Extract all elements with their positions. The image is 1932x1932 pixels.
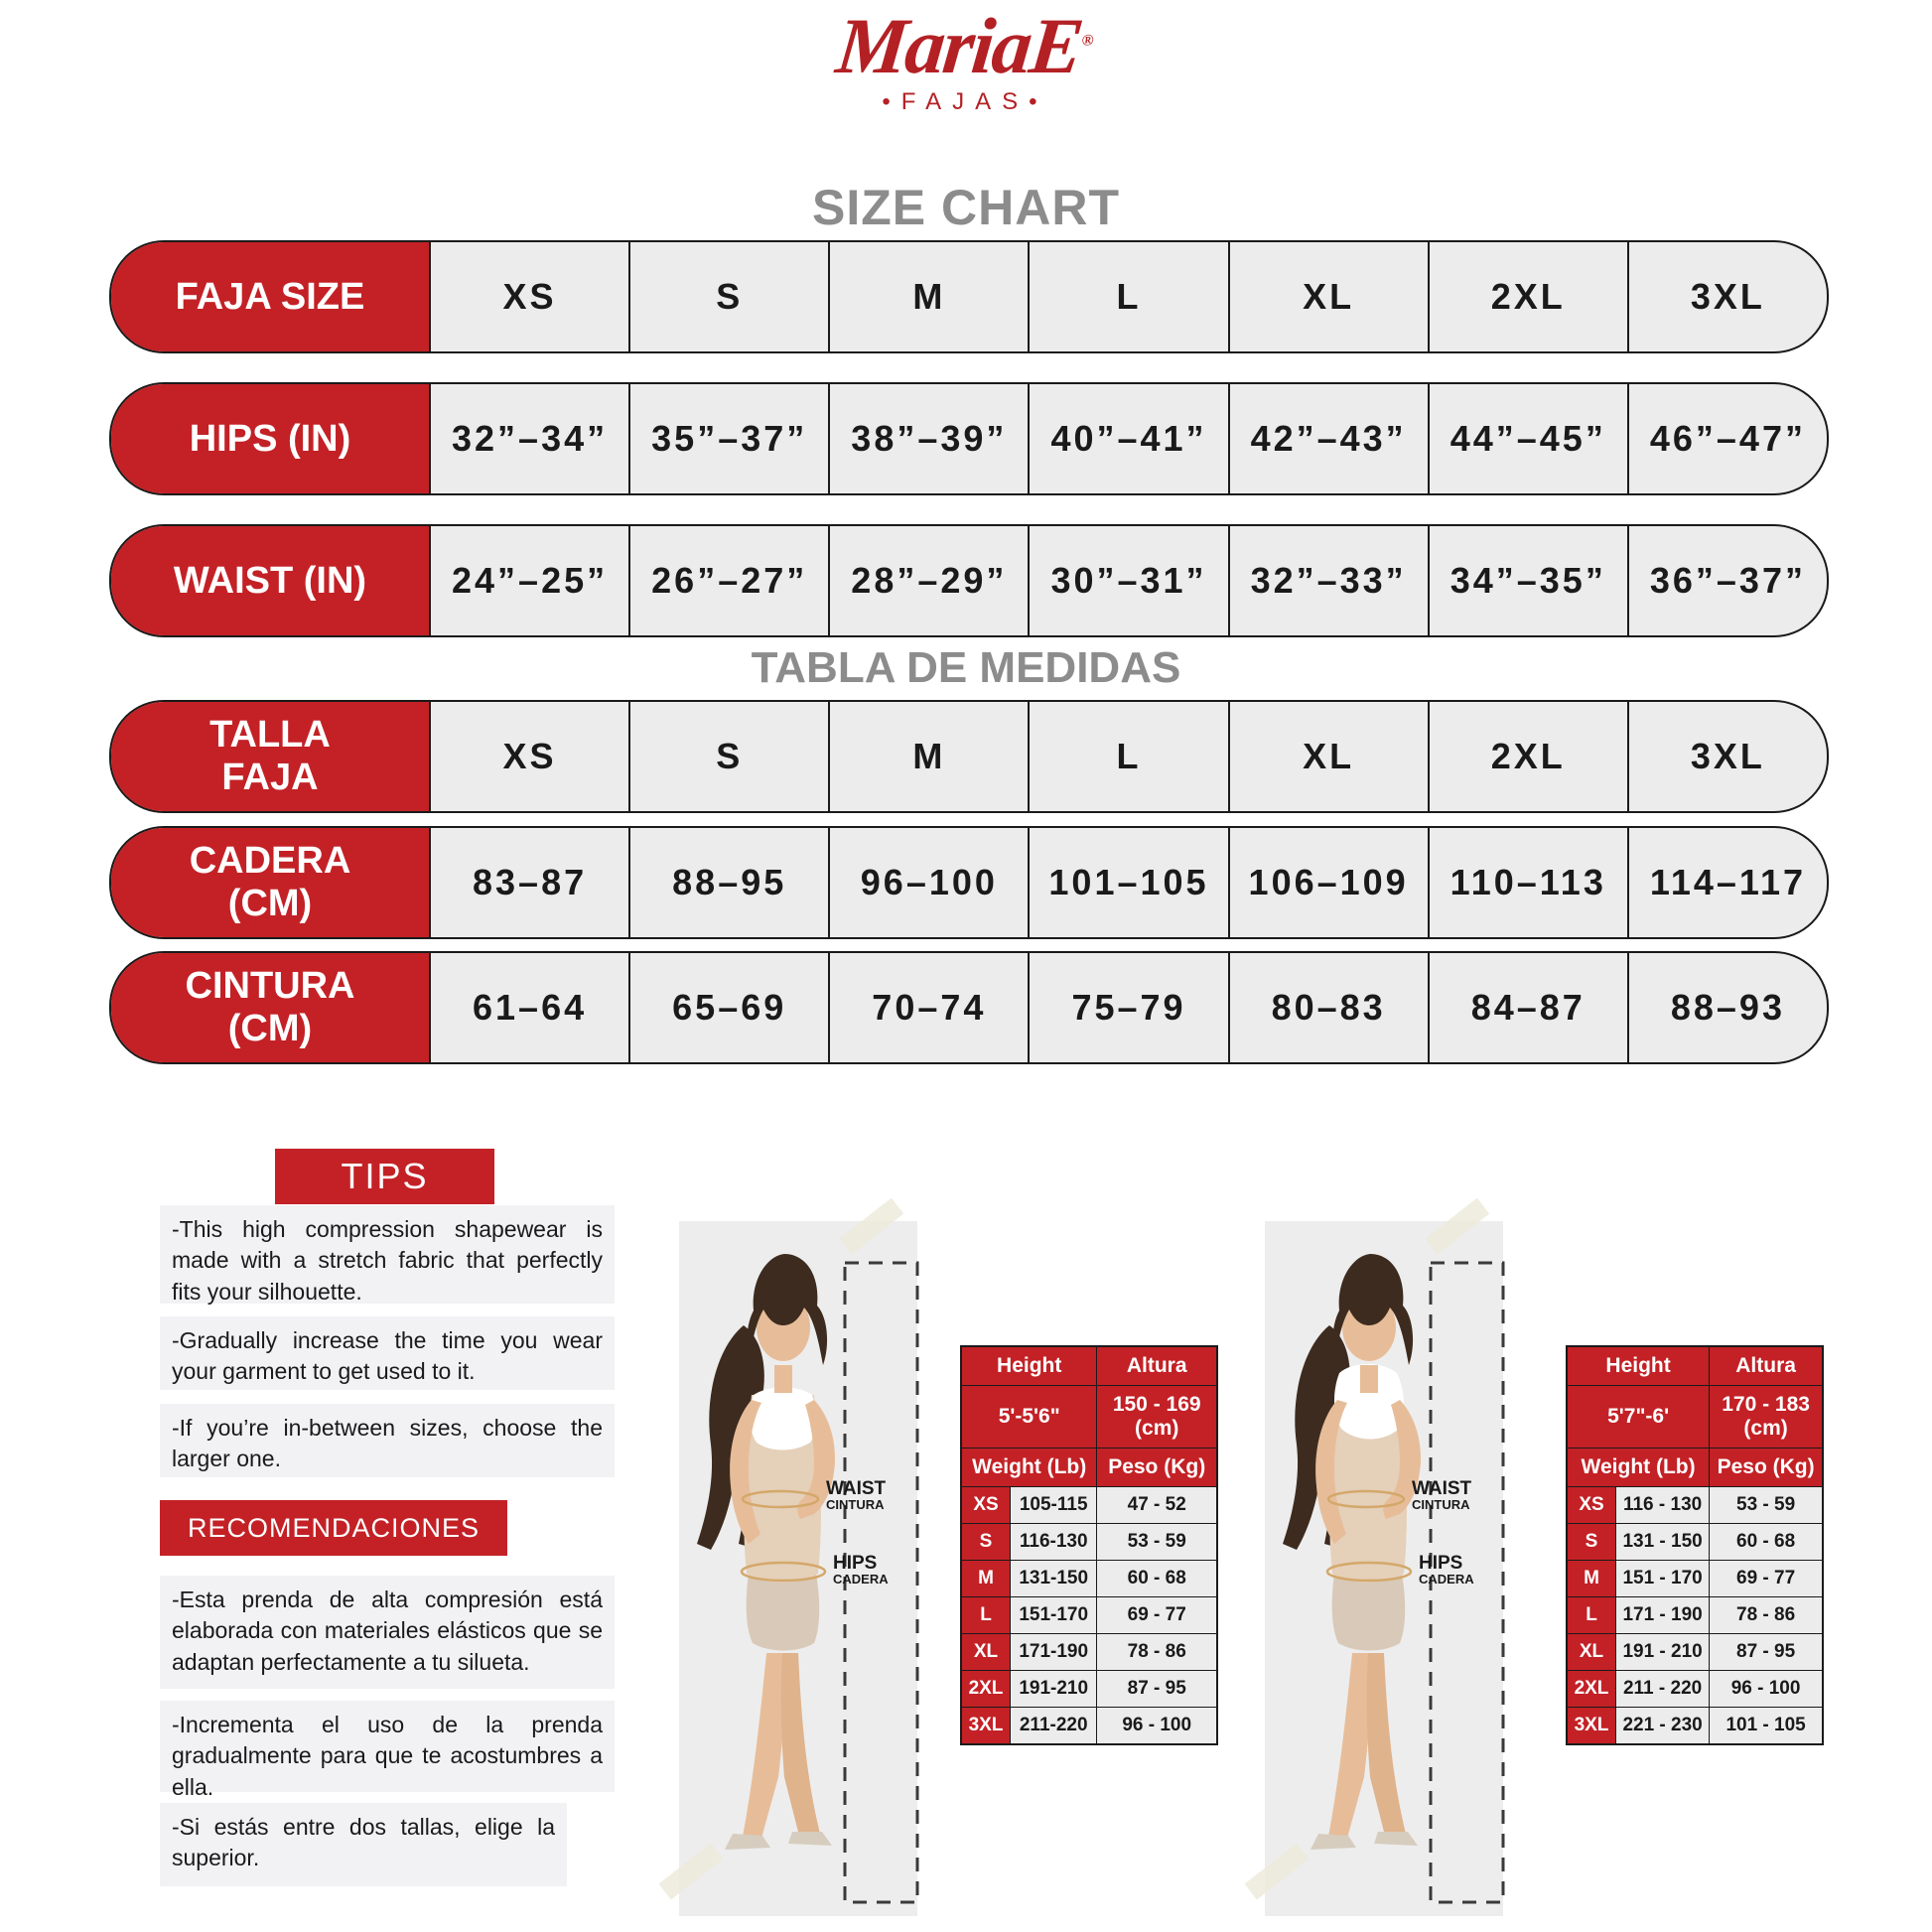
svg-text:CADERA: CADERA <box>833 1572 889 1587</box>
svg-text:CADERA: CADERA <box>1419 1572 1474 1587</box>
svg-text:CINTURA: CINTURA <box>826 1497 885 1512</box>
svg-text:WAIST: WAIST <box>1412 1478 1472 1499</box>
svg-text:CINTURA: CINTURA <box>1412 1497 1470 1512</box>
svg-text:WAIST: WAIST <box>826 1478 887 1499</box>
svg-text:HIPS: HIPS <box>1419 1553 1462 1574</box>
svg-text:HIPS: HIPS <box>833 1553 877 1574</box>
